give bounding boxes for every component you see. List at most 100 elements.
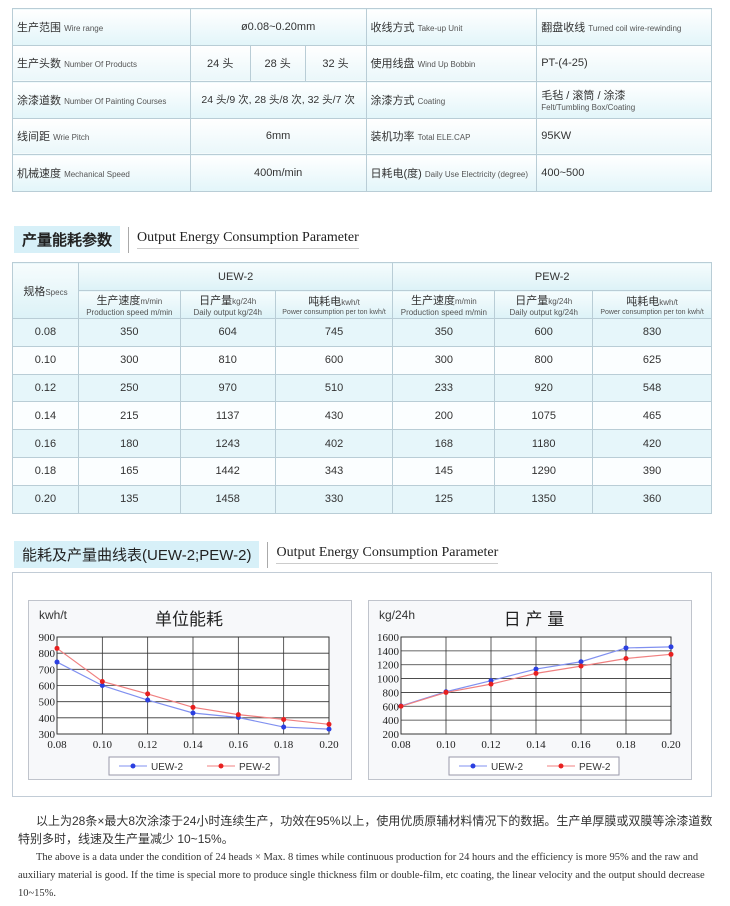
- y-tick-label: 400: [383, 715, 400, 727]
- legend-label: PEW-2: [579, 762, 611, 773]
- spec-label: 收线方式 Take-up Unit: [365, 8, 538, 46]
- spec-value: PT-(4-25): [536, 44, 712, 82]
- y-tick-label: 500: [39, 697, 56, 709]
- data-point: [533, 666, 539, 672]
- spec-row: 机械速度 Mechanical Speed 400m/min 日耗电(度) Da…: [12, 154, 712, 192]
- section-title-zh: 能耗及产量曲线表(UEW-2;PEW-2): [14, 541, 260, 568]
- spec-value: 6mm: [189, 117, 367, 155]
- section-header-output: 产量能耗参数 Output Energy Consumption Paramet…: [14, 226, 359, 253]
- y-tick-label: 200: [383, 729, 400, 741]
- spec-row: 生产范围 Wire range ø0.08~0.20mm 收线方式 Take-u…: [12, 8, 712, 46]
- column-header: 生产速度m/min Production speed m/min: [77, 290, 181, 319]
- spec-label: 生产范围 Wire range: [12, 8, 191, 46]
- table-cell: 600: [274, 345, 394, 375]
- legend-label: UEW-2: [151, 762, 183, 773]
- spec-label: 日耗电(度) Daily Use Electricity (degree): [365, 154, 538, 192]
- chart-title: 日 产 量: [504, 610, 564, 629]
- table-cell: 0.18: [12, 456, 79, 486]
- data-point: [533, 670, 539, 676]
- x-tick-label: 0.08: [47, 739, 67, 751]
- table-cell: 510: [274, 373, 394, 403]
- divider: [267, 541, 269, 568]
- data-point: [443, 689, 449, 695]
- spec-row: 线间距 Wrie Pitch 6mm 装机功率 Total ELE.CAP 95…: [12, 117, 712, 155]
- y-tick-label: 1600: [377, 632, 400, 644]
- table-cell: 920: [494, 373, 594, 403]
- data-point: [398, 703, 404, 709]
- x-tick-label: 0.14: [526, 739, 546, 751]
- table-cell: 1243: [179, 429, 276, 458]
- spec-label: 涂漆方式 Coating: [365, 81, 538, 119]
- table-cell: 360: [592, 484, 712, 514]
- table-cell: 1290: [494, 456, 594, 486]
- spec-value: 400m/min: [189, 154, 367, 192]
- column-header: 吨耗电kwh/t Power consumption per ton kwh/t: [592, 290, 712, 319]
- data-point: [145, 697, 151, 703]
- table-cell: 1442: [179, 456, 276, 486]
- table-row: 0.10 300 810 600 300 800 625: [12, 345, 712, 375]
- data-point: [326, 726, 332, 732]
- spec-table: 生产范围 Wire range ø0.08~0.20mm 收线方式 Take-u…: [12, 8, 712, 192]
- x-tick-label: 0.12: [481, 739, 500, 751]
- table-cell: 300: [77, 345, 181, 375]
- x-tick-label: 0.18: [274, 739, 294, 751]
- section-title-zh: 产量能耗参数: [14, 226, 121, 253]
- y-tick-label: 800: [39, 648, 56, 660]
- table-cell: 300: [392, 345, 496, 375]
- table-cell: 465: [592, 401, 712, 431]
- table-cell: 548: [592, 373, 712, 403]
- column-header: 日产量kg/24h Daily output kg/24h: [179, 290, 276, 319]
- x-tick-label: 0.20: [319, 739, 339, 751]
- note-en: The above is a data under the condition …: [18, 852, 705, 899]
- data-point: [668, 651, 674, 657]
- x-tick-label: 0.16: [229, 739, 249, 751]
- x-tick-label: 0.20: [661, 739, 681, 751]
- x-tick-label: 0.12: [138, 739, 157, 751]
- spec-label: 涂漆道数 Number Of Painting Courses: [12, 81, 191, 119]
- legend-marker: [130, 763, 136, 769]
- spec-label: 机械速度 Mechanical Speed: [12, 154, 191, 192]
- table-cell: 165: [77, 456, 181, 486]
- table-cell: 1458: [179, 484, 276, 514]
- table-row: 0.18 165 1442 343 145 1290 390: [12, 456, 712, 486]
- table-cell: 0.12: [12, 373, 79, 403]
- table-cell: 135: [77, 484, 181, 514]
- data-point: [190, 704, 196, 710]
- y-tick-label: 600: [39, 681, 56, 693]
- table-cell: 233: [392, 373, 496, 403]
- table-cell: 1180: [494, 429, 594, 458]
- table-cell: 330: [274, 484, 394, 514]
- spec-label: 使用线盘 Wind Up Bobbin: [365, 44, 538, 82]
- legend-label: PEW-2: [239, 762, 271, 773]
- data-point: [190, 710, 196, 716]
- data-point: [99, 683, 105, 688]
- data-point: [578, 663, 584, 669]
- divider: [128, 226, 130, 253]
- table-cell: 180: [77, 429, 181, 458]
- table-cell: 800: [494, 345, 594, 375]
- table-cell: 125: [392, 484, 496, 514]
- column-header: 日产量kg/24h Daily output kg/24h: [494, 290, 594, 319]
- table-cell: 350: [392, 318, 496, 347]
- header-row: 规格Specs UEW-2 PEW-2: [12, 262, 712, 319]
- table-cell: 0.14: [12, 401, 79, 431]
- table-cell: 390: [592, 456, 712, 486]
- data-point: [54, 645, 60, 651]
- table-cell: 625: [592, 345, 712, 375]
- data-point: [488, 681, 494, 687]
- y-tick-label: 1200: [377, 660, 400, 672]
- table-cell: 215: [77, 401, 181, 431]
- data-point: [281, 724, 287, 730]
- section-title-en: Output Energy Consumption Parameter: [137, 230, 359, 249]
- group-header-pew: PEW-2: [392, 262, 712, 291]
- spec-row: 涂漆道数 Number Of Painting Courses 24 头/9 次…: [12, 81, 712, 119]
- output-table: 规格Specs UEW-2 PEW-2 生产速度m/min Production …: [12, 262, 712, 514]
- chart-title: 单位能耗: [155, 610, 223, 629]
- spec-value: 32 头: [304, 44, 367, 82]
- specs-header: 规格Specs: [12, 262, 79, 319]
- table-cell: 168: [392, 429, 496, 458]
- y-tick-label: 300: [39, 729, 56, 741]
- table-cell: 0.20: [12, 484, 79, 514]
- x-tick-label: 0.16: [571, 739, 591, 751]
